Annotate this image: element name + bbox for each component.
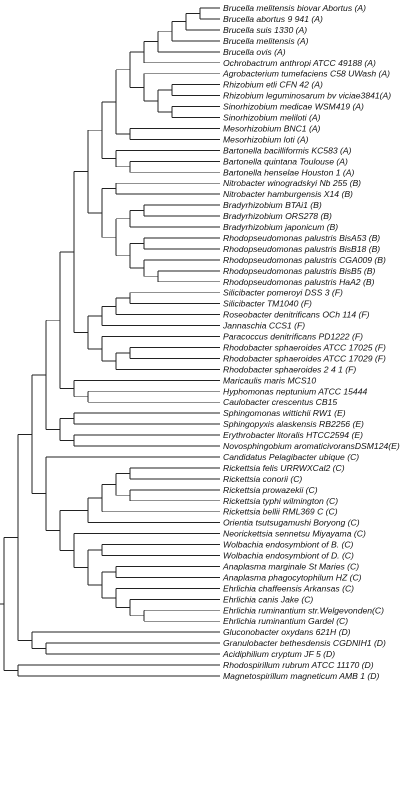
leaf-label: Bartonella henselae Houston 1 (A): [223, 167, 355, 177]
leaf-label: Magnetospirillum magneticum AMB 1 (D): [223, 671, 379, 681]
leaf-label: Mesorhizobium BNC1 (A): [223, 123, 321, 133]
leaf-label: Bartonella bacilliformis KC583 (A): [223, 145, 352, 155]
leaf-label: Novosphingobium aromaticivoransDSM124(E): [223, 441, 400, 451]
leaf-label: Caulobacter crescentus CB15: [223, 397, 337, 407]
leaf-labels: Brucella melitensis biovar Abortus (A)Br…: [222, 3, 400, 681]
leaf-label: Rickettsia felis URRWXCal2 (C): [223, 463, 345, 473]
leaf-label: Brucella melitensis (A): [223, 36, 309, 46]
leaf-label: Anaplasma marginale St Maries (C): [222, 561, 359, 571]
leaf-label: Rhizobium leguminosarum bv viciae3841(A): [223, 91, 391, 101]
leaf-label: Sphingomonas wittichii RW1 (E): [223, 408, 346, 418]
leaf-label: Ehrlichia chaffeensis Arkansas (C): [223, 583, 354, 593]
leaf-label: Neorickettsia sennetsu Miyayama (C): [223, 529, 366, 539]
leaf-label: Ehrlichia ruminantium Gardel (C): [223, 616, 348, 626]
leaf-label: Sinorhizobium medicae WSM419 (A): [223, 102, 364, 112]
leaf-label: Rickettsia conorii (C): [223, 474, 302, 484]
leaf-label: Bradyrhizobium BTAi1 (B): [223, 200, 322, 210]
leaf-label: Hyphomonas neptunium ATCC 15444: [223, 386, 367, 396]
tree-branches: [0, 7, 220, 677]
leaf-label: Wolbachia endosymbiont of B. (C): [223, 540, 354, 550]
leaf-label: Anaplasma phagocytophilum HZ (C): [222, 572, 362, 582]
leaf-label: Acidiphilium cryptum JF 5 (D): [222, 649, 335, 659]
leaf-label: Nitrobacter winogradskyi Nb 255 (B): [223, 178, 361, 188]
leaf-label: Brucella melitensis biovar Abortus (A): [223, 3, 366, 13]
leaf-label: Sinorhizobium meliloti (A): [223, 113, 321, 123]
leaf-label: Brucella suis 1330 (A): [223, 25, 307, 35]
leaf-label: Silicibacter TM1040 (F): [223, 299, 312, 309]
leaf-label: Maricaulis maris MCS10: [223, 375, 316, 385]
leaf-label: Bradyrhizobium ORS278 (B): [223, 211, 332, 221]
leaf-label: Sphingopyxis alaskensis RB2256 (E): [223, 419, 364, 429]
leaf-label: Granulobacter bethesdensis CGDNIH1 (D): [223, 638, 386, 648]
leaf-label: Rhodobacter sphaeroides ATCC 17029 (F): [223, 353, 386, 363]
leaf-label: Candidatus Pelagibacter ubique (C): [223, 452, 359, 462]
leaf-label: Rhodopseudomonas palustris HaA2 (B): [223, 277, 375, 287]
leaf-label: Roseobacter denitrificans OCh 114 (F): [223, 310, 370, 320]
leaf-label: Jannaschia CCS1 (F): [222, 321, 305, 331]
leaf-label: Gluconobacter oxydans 621H (D): [223, 627, 351, 637]
leaf-label: Agrobacterium tumefaciens C58 UWash (A): [222, 69, 390, 79]
leaf-label: Bartonella quintana Toulouse (A): [223, 156, 348, 166]
leaf-label: Rhizobium etli CFN 42 (A): [223, 80, 323, 90]
leaf-label: Rickettsia prowazekii (C): [223, 485, 318, 495]
leaf-label: Rhodopseudomonas palustris BisB18 (B): [223, 244, 380, 254]
leaf-label: Ehrlichia ruminantium str.Welgevonden(C): [223, 605, 384, 615]
leaf-label: Erythrobacter litoralis HTCC2594 (E): [223, 430, 363, 440]
leaf-label: Ehrlichia canis Jake (C): [223, 594, 313, 604]
leaf-label: Brucella ovis (A): [223, 47, 286, 57]
leaf-label: Paracoccus denitrificans PD1222 (F): [223, 332, 363, 342]
leaf-label: Mesorhizobium loti (A): [223, 134, 309, 144]
leaf-label: Orientia tsutsugamushi Boryong (C): [223, 518, 360, 528]
leaf-label: Silicibacter pomeroyi DSS 3 (F): [223, 288, 343, 298]
leaf-label: Rhodopseudomonas palustris BisA53 (B): [223, 233, 380, 243]
leaf-label: Rickettsia typhi wilmington (C): [223, 496, 338, 506]
leaf-label: Rhodobacter sphaeroides ATCC 17025 (F): [223, 342, 386, 352]
leaf-label: Rhodospirillum rubrum ATCC 11170 (D): [223, 660, 374, 670]
leaf-label: Rickettsia bellii RML369 C (C): [223, 507, 338, 517]
leaf-label: Nitrobacter hamburgensis X14 (B): [223, 189, 353, 199]
leaf-label: Wolbachia endosymbiont of D. (C): [223, 551, 354, 561]
leaf-label: Ochrobactrum anthropi ATCC 49188 (A): [223, 58, 376, 68]
leaf-label: Rhodobacter sphaeroides 2 4 1 (F): [223, 364, 356, 374]
leaf-label: Rhodopseudomonas palustris CGA009 (B): [223, 255, 386, 265]
leaf-label: Bradyrhizobium japonicum (B): [223, 222, 338, 232]
leaf-label: Brucella abortus 9 941 (A): [223, 14, 323, 24]
leaf-label: Rhodopseudomonas palustris BisB5 (B): [223, 266, 376, 276]
